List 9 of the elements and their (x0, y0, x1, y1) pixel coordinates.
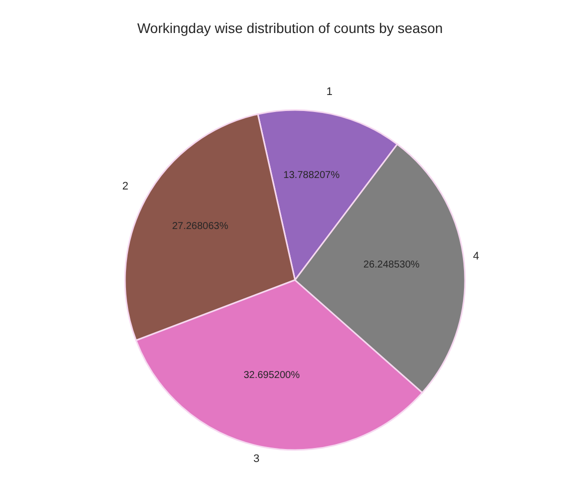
slice-label: 1 (326, 86, 333, 98)
data-label: 13.788207% (283, 170, 340, 181)
data-label: 26.248530% (363, 259, 420, 270)
slice-label: 4 (472, 250, 480, 262)
slice-label: 2 (122, 180, 128, 192)
chart-title: Workingday wise distribution of counts by season (137, 20, 443, 36)
slice-label: 3 (253, 452, 260, 465)
data-label: 27.268063% (172, 221, 228, 232)
data-label: 32.695200% (244, 370, 300, 381)
